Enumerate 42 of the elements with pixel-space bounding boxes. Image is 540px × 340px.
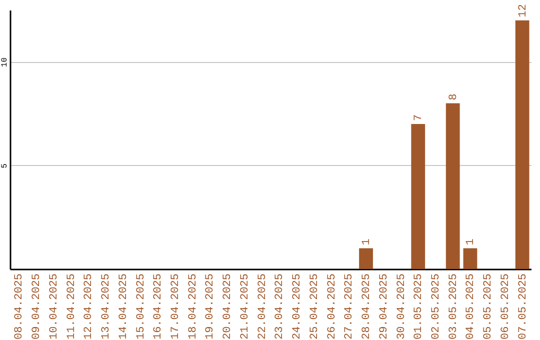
- x-tick-label: 29.04.2025: [378, 274, 390, 340]
- x-tick-label: 30.04.2025: [396, 274, 408, 340]
- x-tick-label: 27.04.2025: [344, 274, 356, 340]
- bar: [411, 124, 426, 269]
- x-tick-label: 12.04.2025: [83, 274, 96, 340]
- data-label: 1: [465, 238, 478, 246]
- data-label: 8: [448, 94, 460, 100]
- x-tick-label: 23.04.2025: [274, 274, 286, 340]
- x-tick-label: 09.04.2025: [31, 274, 44, 340]
- x-tick-label: 25.04.2025: [308, 274, 321, 340]
- x-tick-label: 19.04.2025: [204, 274, 217, 340]
- x-tick-label: 26.04.2025: [326, 274, 338, 340]
- x-tick-label: 17.04.2025: [170, 274, 182, 340]
- y-tick-label: 5: [0, 163, 10, 168]
- x-tick-label: 22.04.2025: [256, 274, 269, 340]
- x-tick-label: 24.04.2025: [292, 274, 304, 340]
- y-tick-label: 10: [0, 57, 10, 68]
- bar: [446, 103, 460, 269]
- x-tick-label: 08.04.2025: [14, 274, 26, 340]
- bar: [515, 20, 530, 269]
- x-tick-label: 16.04.2025: [152, 274, 165, 340]
- x-tick-label: 14.04.2025: [118, 274, 130, 340]
- data-label: 12: [517, 4, 530, 18]
- x-tick-label: 10.04.2025: [48, 274, 60, 340]
- x-tick-label: 11.04.2025: [66, 274, 78, 340]
- x-tick-label: 20.04.2025: [222, 274, 234, 340]
- x-tick-label: 28.04.2025: [361, 274, 374, 340]
- x-tick-label: 07.05.2025: [517, 274, 530, 340]
- x-tick-label: 03.05.2025: [448, 274, 460, 340]
- bar: [463, 248, 478, 269]
- x-tick-label: 15.04.2025: [135, 274, 148, 340]
- x-tick-label: 18.04.2025: [187, 274, 200, 340]
- data-label: 1: [361, 238, 374, 246]
- x-tick-label: 04.05.2025: [465, 274, 478, 340]
- x-tick-label: 06.05.2025: [500, 274, 512, 340]
- x-tick-label: 21.04.2025: [239, 274, 252, 340]
- x-tick-label: 13.04.2025: [100, 274, 113, 340]
- x-tick-label: 02.05.2025: [430, 274, 442, 340]
- x-tick-label: 01.05.2025: [413, 274, 426, 340]
- data-label: 7: [413, 114, 426, 121]
- bar: [359, 248, 373, 269]
- x-tick-label: 05.05.2025: [482, 274, 495, 340]
